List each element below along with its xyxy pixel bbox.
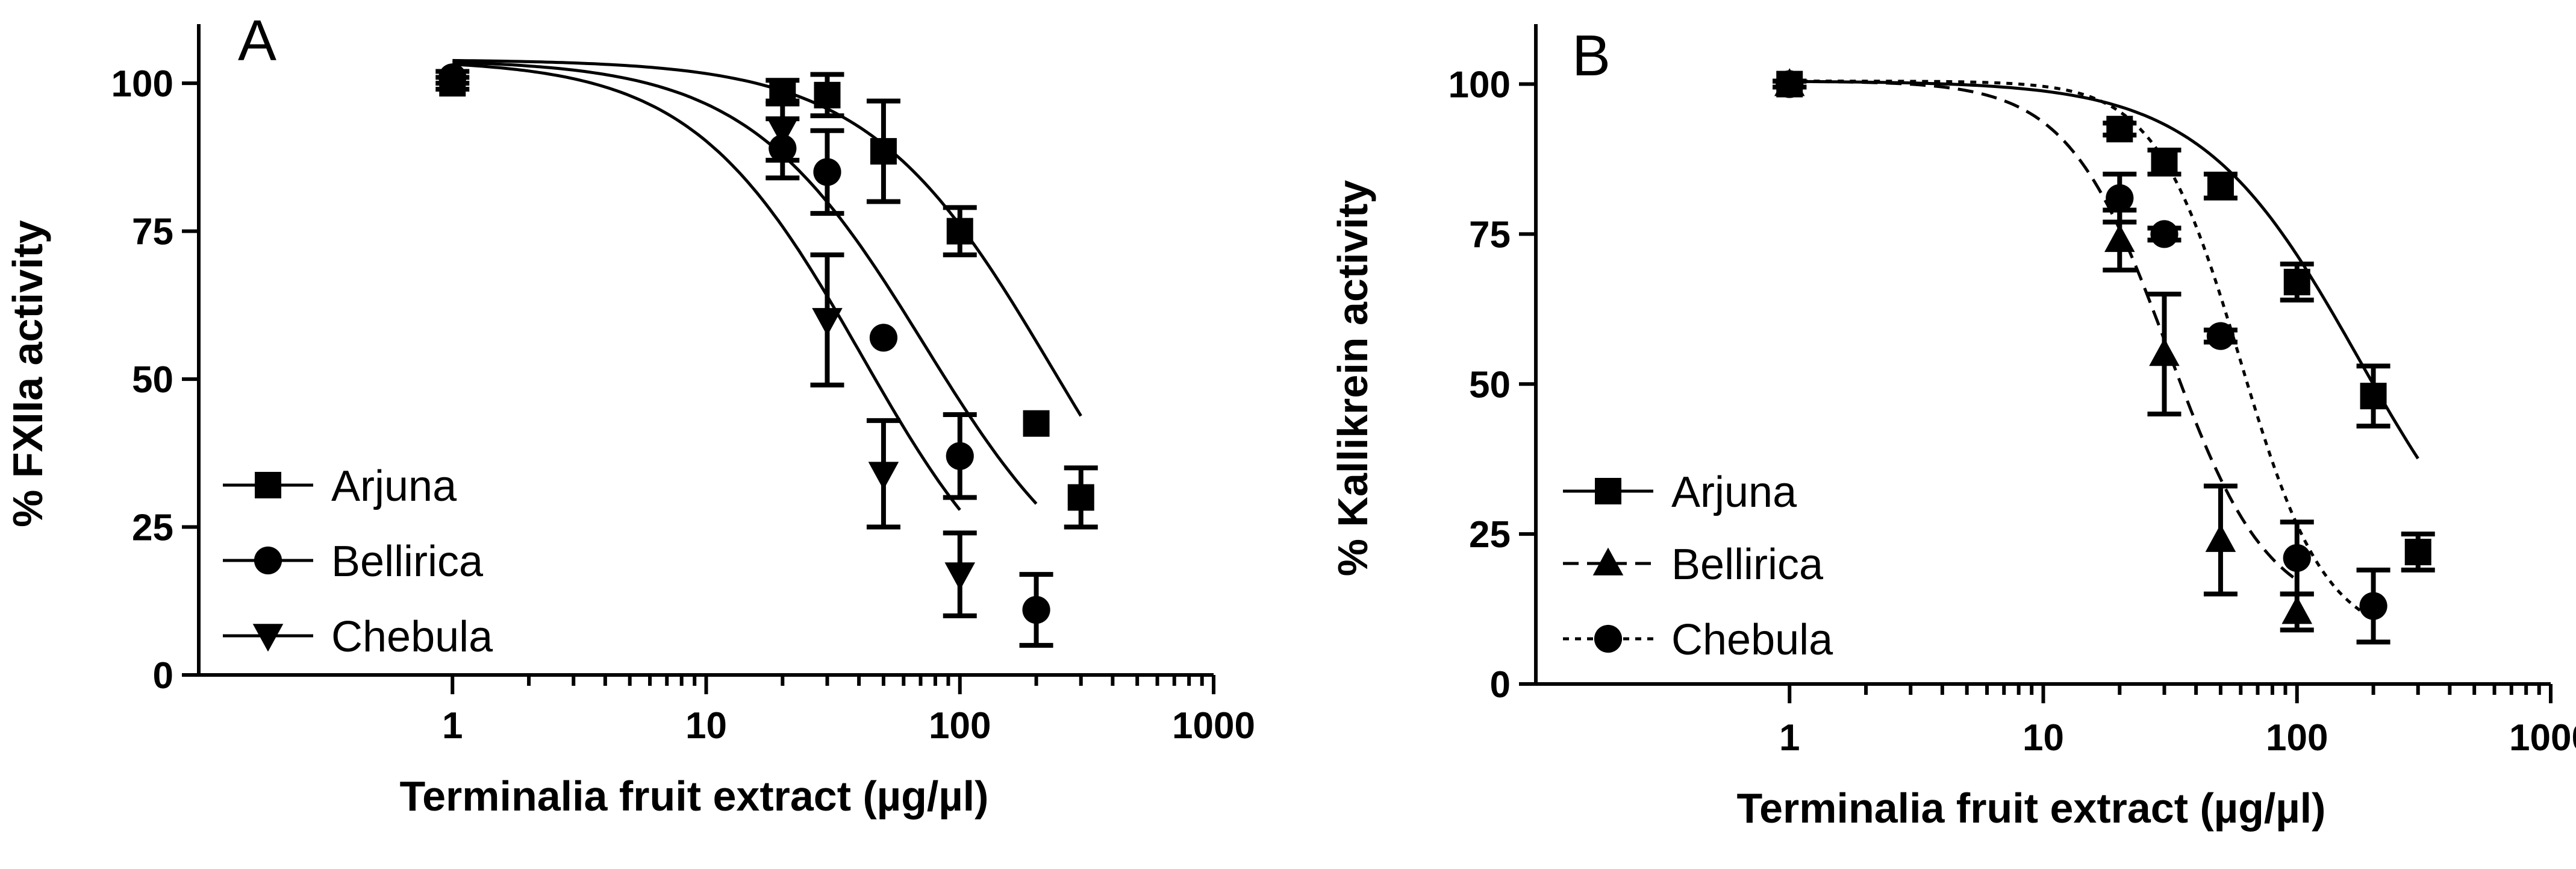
y-tick-label: 25 xyxy=(1469,514,1511,556)
x-tick-label: 1 xyxy=(1779,717,1800,759)
legend-item: Bellirica xyxy=(223,538,484,586)
x-axis-label: Terminalia fruit extract (µg/µl) xyxy=(1737,785,2326,832)
x-tick-label: 1 xyxy=(442,705,463,747)
legend-item: Chebula xyxy=(1563,616,1833,664)
y-tick-label: 50 xyxy=(1469,364,1511,406)
data-point xyxy=(868,462,899,490)
data-point xyxy=(2106,184,2134,212)
fit-curve xyxy=(1789,80,2374,620)
data-point xyxy=(812,308,843,336)
y-tick-label: 100 xyxy=(1449,64,1511,106)
x-tick-label: 1000 xyxy=(2509,717,2576,759)
legend-label: Chebula xyxy=(1671,616,1833,664)
x-axis-label: Terminalia fruit extract (µg/µl) xyxy=(400,773,989,820)
data-point xyxy=(2206,322,2235,350)
legend-label: Arjuna xyxy=(331,462,457,510)
data-point xyxy=(1776,70,1804,98)
x-tick-label: 100 xyxy=(929,705,991,747)
data-point xyxy=(2207,172,2234,199)
data-point xyxy=(1067,484,1094,511)
data-point xyxy=(2281,596,2313,624)
data-point xyxy=(813,158,841,186)
data-point xyxy=(2283,269,2310,296)
legend-item: Bellirica xyxy=(1563,541,1824,589)
data-point xyxy=(946,442,974,470)
series-arjuna xyxy=(1773,71,2435,573)
legend-marker xyxy=(255,472,281,498)
legend-marker xyxy=(1595,478,1621,504)
panel-b: 0 25 50 75 100 1 10 100 1000 % Kallikrein activit… xyxy=(1329,24,2576,832)
legend-marker xyxy=(1592,547,1624,576)
data-point xyxy=(869,324,898,352)
x-tick-label: 10 xyxy=(685,705,727,747)
data-point xyxy=(1023,410,1050,437)
legend-item: Arjuna xyxy=(1563,468,1797,516)
series-chebula xyxy=(452,63,977,618)
legend-marker xyxy=(1594,624,1623,653)
data-point xyxy=(2404,539,2431,565)
y-tick-label: 0 xyxy=(153,655,173,697)
y-tick-label: 75 xyxy=(132,212,173,253)
legend-marker xyxy=(252,624,284,652)
data-point xyxy=(2205,524,2236,552)
x-tick-label: 1000 xyxy=(1172,705,1255,747)
data-point xyxy=(2283,544,2311,573)
y-tick-label: 50 xyxy=(132,359,173,401)
y-axis-label: % FXIIa activity xyxy=(4,220,51,527)
panel-label: B xyxy=(1572,24,1611,88)
data-point xyxy=(2104,224,2135,253)
legend-label: Bellirica xyxy=(1671,541,1824,589)
legend-item: Arjuna xyxy=(223,462,457,510)
data-point xyxy=(2360,383,2387,410)
data-point xyxy=(2106,116,2133,143)
data-point xyxy=(438,63,467,92)
fit-curve xyxy=(452,58,1082,417)
fit-curve xyxy=(452,63,961,511)
x-tick-label: 100 xyxy=(2266,717,2328,759)
legend-label: Arjuna xyxy=(1671,468,1797,516)
legend-label: Bellirica xyxy=(331,538,484,586)
panel-label: A xyxy=(238,8,276,73)
fit-curve xyxy=(452,60,1038,505)
legend-item: Chebula xyxy=(223,613,493,661)
data-point xyxy=(767,118,798,147)
data-point xyxy=(2359,592,2387,620)
data-point xyxy=(1022,595,1050,624)
series-bellirica xyxy=(1773,68,2314,633)
x-tick-label: 10 xyxy=(2022,717,2064,759)
legend-label: Chebula xyxy=(331,613,493,661)
series-chebula xyxy=(1773,70,2390,645)
y-tick-label: 75 xyxy=(1469,214,1511,256)
data-point xyxy=(2150,220,2178,248)
panel-a: 0 25 50 75 100 1 10 100 1000 % FXIIa activity Term… xyxy=(4,8,1255,820)
y-axis-label: % Kallikrein activity xyxy=(1329,180,1376,577)
legend-marker xyxy=(254,546,282,575)
y-tick-label: 25 xyxy=(132,507,173,549)
data-point xyxy=(946,218,973,245)
data-point xyxy=(870,138,897,165)
data-point xyxy=(814,81,841,108)
data-point xyxy=(944,562,976,591)
y-tick-label: 0 xyxy=(1490,664,1511,706)
y-tick-label: 100 xyxy=(111,63,173,105)
data-point xyxy=(2149,338,2180,366)
